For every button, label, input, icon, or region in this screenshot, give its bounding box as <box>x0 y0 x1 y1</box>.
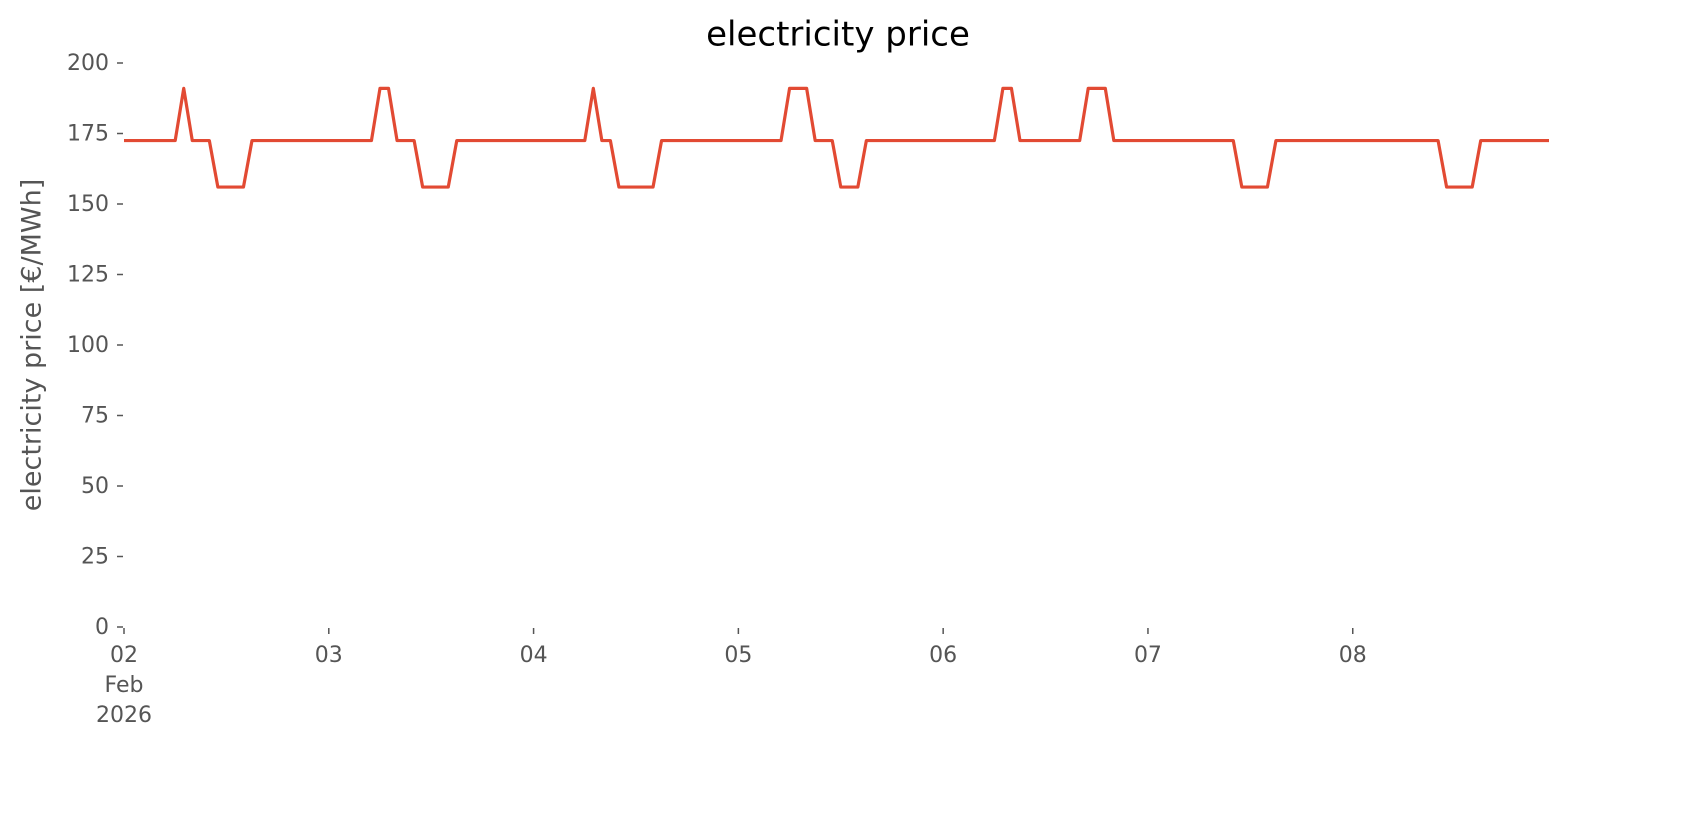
price-line <box>124 86 1549 189</box>
x-tick-label: 02 Feb 2026 <box>96 643 152 728</box>
chart-title: electricity price <box>706 15 970 55</box>
y-axis-label: electricity price [€/MWh] <box>17 179 48 511</box>
y-tick-label: 75 <box>81 404 109 429</box>
y-tick-label: 200 <box>67 51 109 76</box>
y-tick-label: 125 <box>67 263 109 288</box>
y-tick-label: 0 <box>95 615 109 640</box>
x-tick-label: 08 <box>1338 643 1367 668</box>
x-tick-label: 05 <box>724 643 753 668</box>
x-tick-label: 03 <box>314 643 343 668</box>
x-tick-label: 06 <box>929 643 958 668</box>
y-tick-label: 25 <box>81 545 109 570</box>
x-tick-label: 04 <box>519 643 548 668</box>
y-tick-label: 100 <box>67 333 109 358</box>
x-tick-label: 07 <box>1133 643 1162 668</box>
y-tick-label: 175 <box>67 122 109 147</box>
y-tick-label: 150 <box>67 192 109 217</box>
y-tick-label: 50 <box>81 474 109 499</box>
